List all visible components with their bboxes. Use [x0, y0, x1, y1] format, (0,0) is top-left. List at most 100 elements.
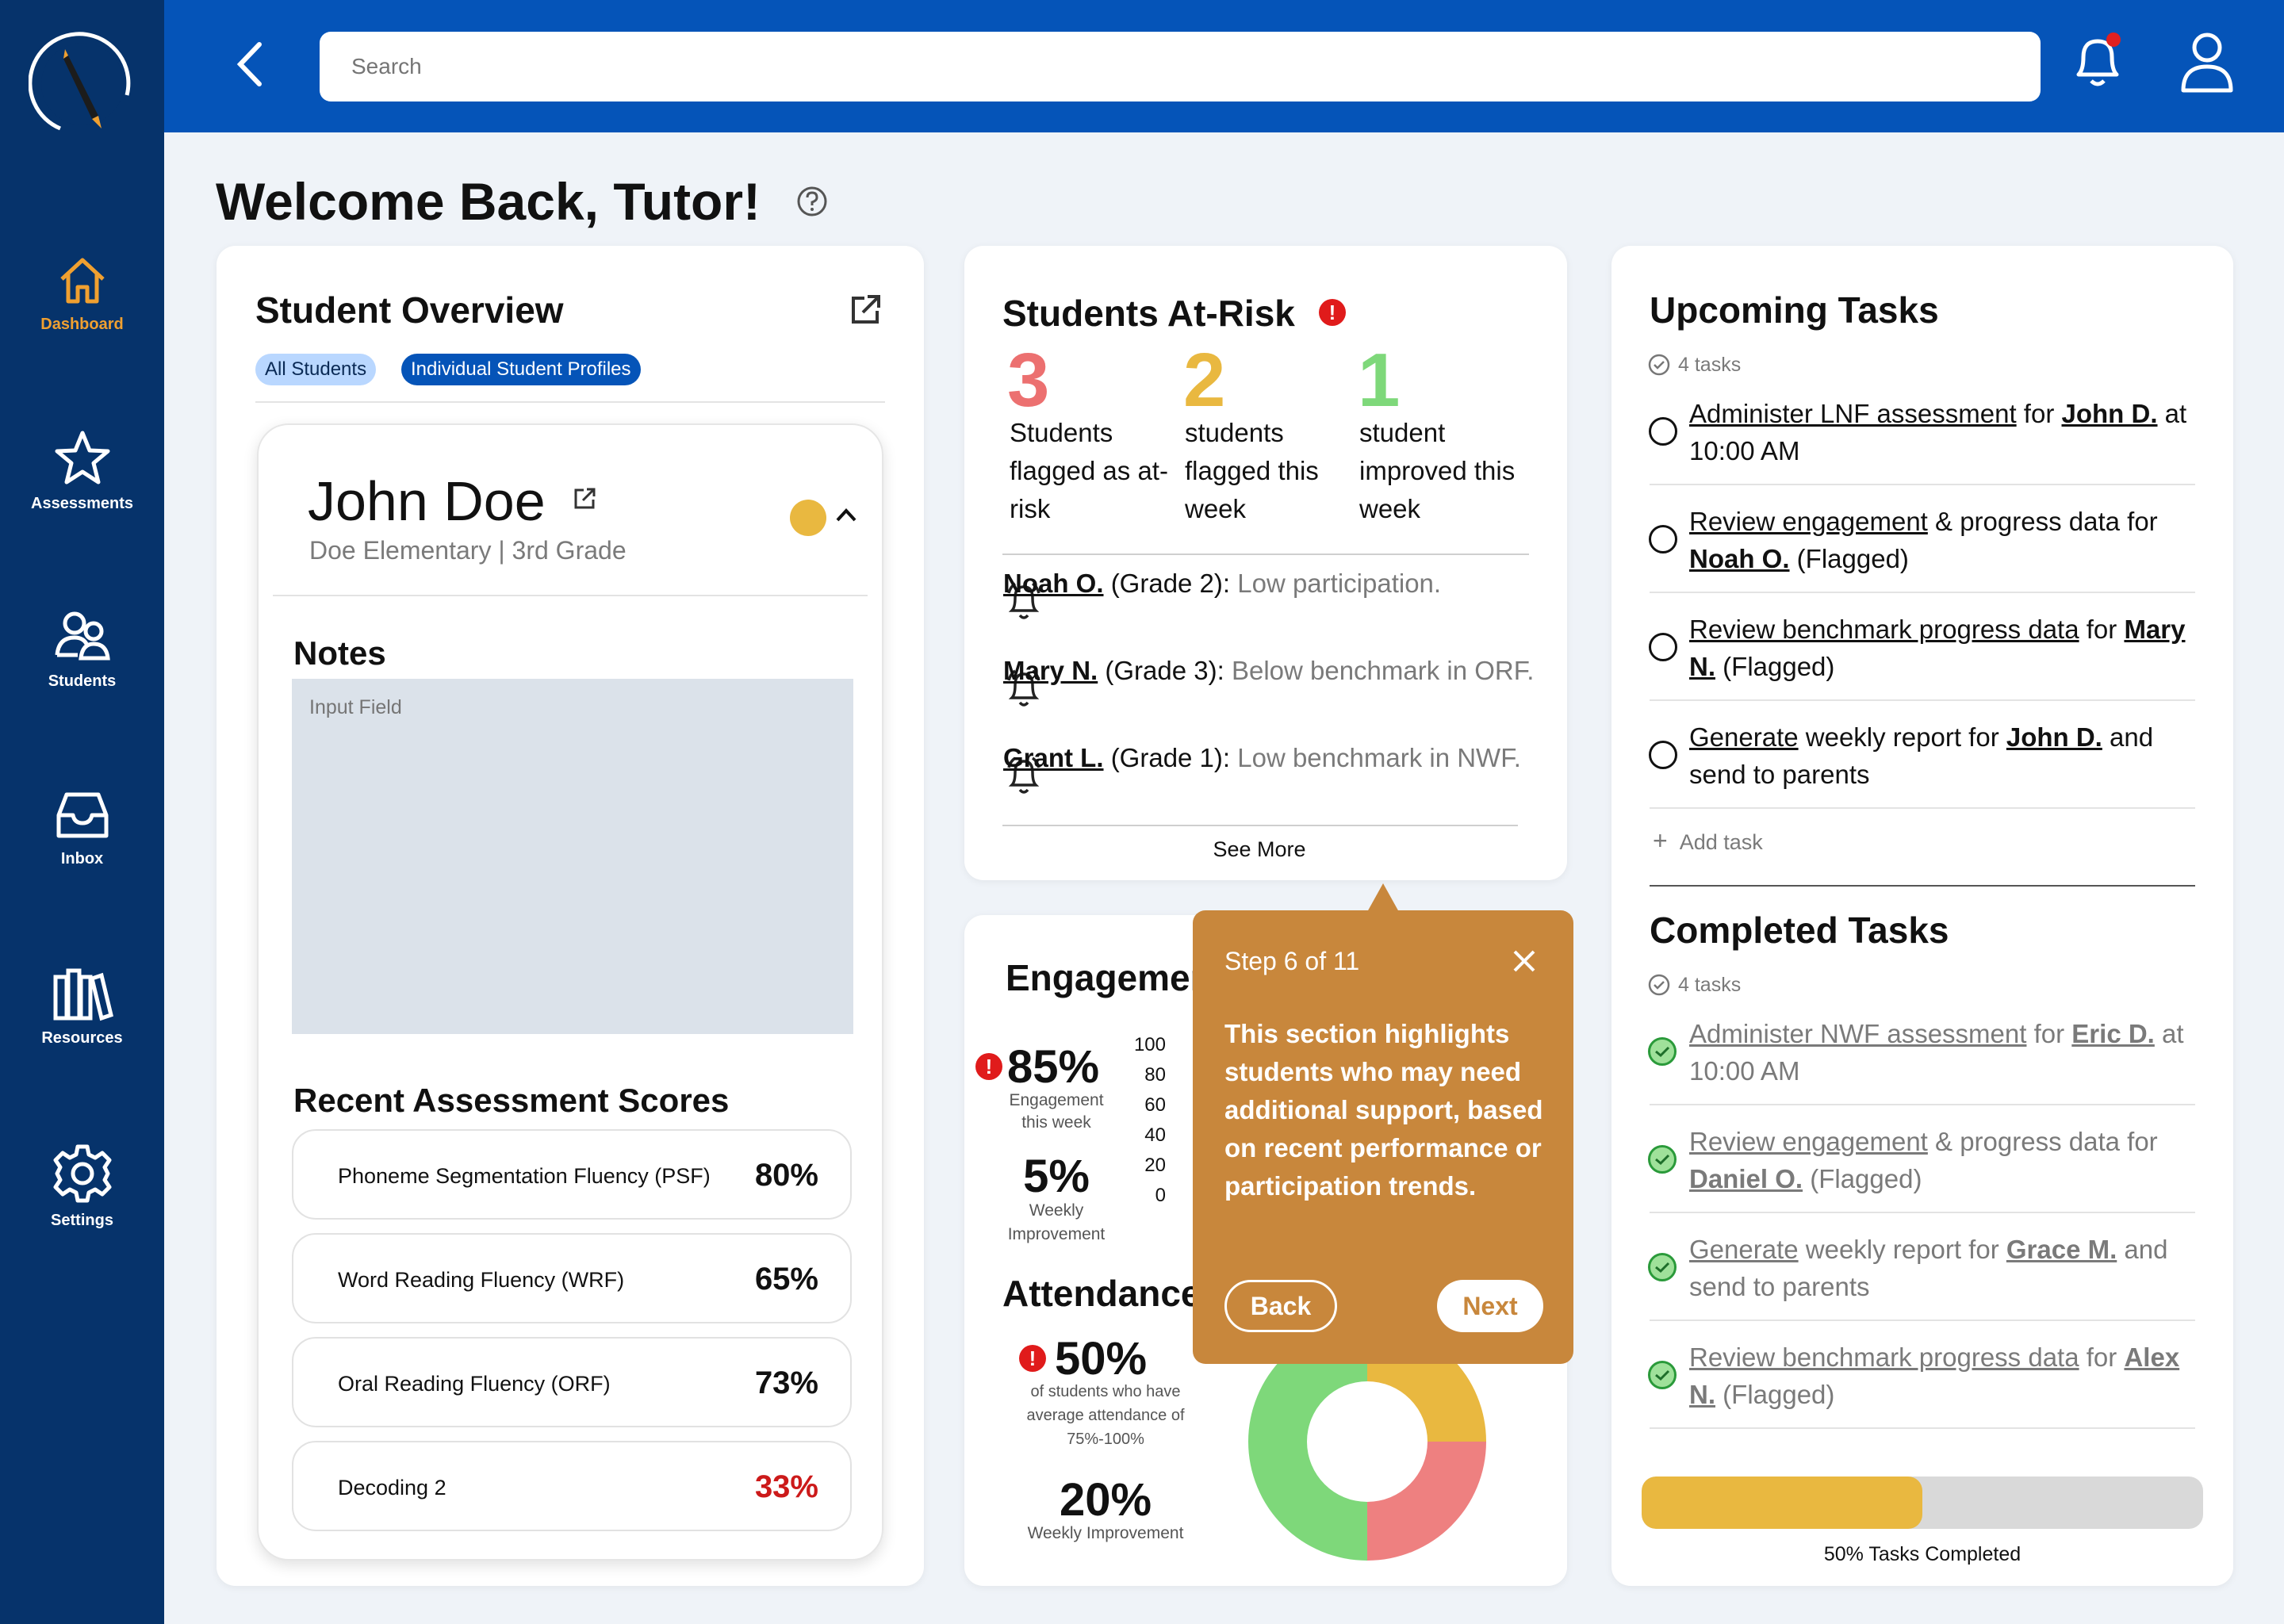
student-link[interactable]: Daniel O. [1689, 1164, 1803, 1193]
close-icon[interactable] [1512, 948, 1537, 974]
task-link[interactable]: Administer LNF assessment [1689, 399, 2017, 428]
task-done-checkbox[interactable] [1648, 1253, 1677, 1281]
tooltip-back-button[interactable]: Back [1224, 1280, 1337, 1332]
external-link-icon[interactable] [849, 293, 882, 327]
score-row[interactable]: Word Reading Fluency (WRF) 65% [292, 1233, 852, 1323]
task-text: for [2026, 1019, 2072, 1048]
nav-assessments-label: Assessments [31, 495, 133, 512]
task-link[interactable]: Review benchmark progress data [1689, 1342, 2079, 1372]
status-dot [790, 500, 826, 536]
nav-dashboard[interactable]: Dashboard [0, 252, 164, 334]
tab-all-students[interactable]: All Students [255, 354, 377, 385]
divider [273, 595, 868, 596]
student-link[interactable]: Mary N. [1003, 656, 1098, 685]
student-link[interactable]: Mary N. [1689, 615, 2186, 681]
score-value: 80% [754, 1158, 818, 1193]
student-link[interactable]: Grace M. [2006, 1235, 2117, 1264]
see-more-link[interactable]: See More [1213, 837, 1306, 861]
at-risk-title: Students At-Risk [1002, 293, 1295, 334]
stat-flagged-label: Students flagged as at-risk [1010, 418, 1168, 523]
task-item: Review benchmark progress data for Alex … [1689, 1339, 2205, 1413]
users-icon [55, 611, 110, 661]
task-link[interactable]: Administer NWF assessment [1689, 1019, 2027, 1048]
student-name: John Doe [308, 470, 546, 532]
task-done-checkbox[interactable] [1648, 1037, 1677, 1066]
task-text: for [2079, 615, 2125, 644]
task-text: weekly report for [1798, 1235, 2006, 1264]
axis-tick: 100 [1133, 1034, 1166, 1055]
tooltip-body: This section highlights students who may… [1224, 1019, 1543, 1201]
task-link[interactable]: Generate [1689, 1235, 1799, 1264]
notes-input[interactable] [292, 679, 853, 1034]
nav-settings[interactable]: Settings [0, 1142, 164, 1230]
task-text: weekly report for [1798, 722, 2006, 752]
at-risk-alert[interactable]: Noah O. (Grade 2): Low participation. [1003, 566, 1558, 601]
task-item: Administer NWF assessment for Eric D. at… [1689, 1015, 2205, 1090]
nav-settings-label: Settings [51, 1212, 113, 1229]
score-row[interactable]: Decoding 2 33% [292, 1441, 852, 1531]
divider [1650, 1212, 2195, 1213]
tab-individual-profiles[interactable]: Individual Student Profiles [401, 354, 641, 385]
student-link[interactable]: Eric D. [2071, 1019, 2155, 1048]
upcoming-tasks-title: Upcoming Tasks [1650, 289, 1939, 331]
task-link[interactable]: Generate [1689, 722, 1799, 752]
check-icon [1655, 1262, 1670, 1274]
nav-assessments[interactable]: Assessments [0, 428, 164, 513]
add-task-button[interactable]: + Add task [1653, 826, 1763, 856]
engagement-percent: 85% [1007, 1041, 1100, 1093]
external-link-icon[interactable] [573, 487, 596, 511]
divider [1650, 1104, 2195, 1105]
student-link[interactable]: Alex N. [1689, 1342, 2180, 1409]
help-icon[interactable] [796, 186, 828, 217]
attendance-title: Attendance [1002, 1273, 1193, 1314]
chevron-up-icon[interactable] [834, 506, 858, 523]
user-profile-icon[interactable] [2177, 29, 2237, 95]
task-text: and send to parents [1689, 1235, 2168, 1301]
student-school: Doe Elementary | 3rd Grade [309, 536, 627, 565]
bell-icon [1007, 669, 1040, 707]
task-link[interactable]: Review benchmark progress data [1689, 615, 2079, 644]
task-link[interactable]: Review engagement [1689, 1127, 1928, 1156]
student-link[interactable]: Noah O. [1689, 544, 1790, 573]
tooltip-next-button[interactable]: Next [1437, 1280, 1543, 1332]
student-link[interactable]: John D. [2061, 399, 2158, 428]
alert-grade: (Grade 3): [1105, 656, 1224, 685]
stat-improved-label: student improved this week [1359, 418, 1516, 523]
alert-icon: ! [975, 1053, 1002, 1080]
donut-slice-2 [1248, 1323, 1367, 1561]
bell-icon[interactable] [2067, 30, 2128, 94]
score-row[interactable]: Oral Reading Fluency (ORF) 73% [292, 1337, 852, 1427]
back-chevron-icon[interactable] [234, 41, 266, 87]
score-row[interactable]: Phoneme Segmentation Fluency (PSF) 80% [292, 1129, 852, 1220]
task-done-checkbox[interactable] [1648, 1145, 1677, 1174]
student-link[interactable]: Grant L. [1003, 743, 1104, 772]
tasks-progress-fill [1642, 1477, 1922, 1529]
student-link[interactable]: Noah O. [1003, 569, 1104, 598]
check-icon [1655, 1046, 1670, 1058]
search-input[interactable] [320, 32, 2041, 102]
nav-students[interactable]: Students [0, 606, 164, 691]
recent-scores-title: Recent Assessment Scores [293, 1082, 730, 1119]
task-checkbox[interactable] [1649, 525, 1677, 553]
task-text: (Flagged) [1789, 544, 1909, 573]
task-text: (Flagged) [1715, 1380, 1835, 1409]
task-checkbox[interactable] [1649, 417, 1677, 446]
task-item: Review engagement & progress data for Da… [1689, 1123, 2205, 1197]
task-link[interactable]: Review engagement [1689, 507, 1928, 536]
task-checkbox[interactable] [1649, 633, 1677, 661]
task-text: for [2016, 399, 2062, 428]
add-task-label: Add task [1679, 830, 1763, 854]
completed-tasks-title: Completed Tasks [1650, 910, 1949, 951]
student-link[interactable]: John D. [2006, 722, 2102, 752]
inbox-icon [56, 792, 108, 838]
nav-resources[interactable]: Resources [0, 966, 164, 1048]
bell-icon [1007, 756, 1040, 794]
task-checkbox[interactable] [1649, 741, 1677, 769]
divider [1650, 484, 2195, 485]
gear-icon [53, 1144, 111, 1203]
donut-slice-1 [1367, 1442, 1486, 1561]
task-done-checkbox[interactable] [1648, 1361, 1677, 1389]
nav-inbox[interactable]: Inbox [0, 787, 164, 868]
at-risk-alert[interactable]: Grant L. (Grade 1): Low benchmark in NWF… [1003, 741, 1558, 776]
at-risk-alert[interactable]: Mary N. (Grade 3): Below benchmark in OR… [1003, 653, 1558, 688]
